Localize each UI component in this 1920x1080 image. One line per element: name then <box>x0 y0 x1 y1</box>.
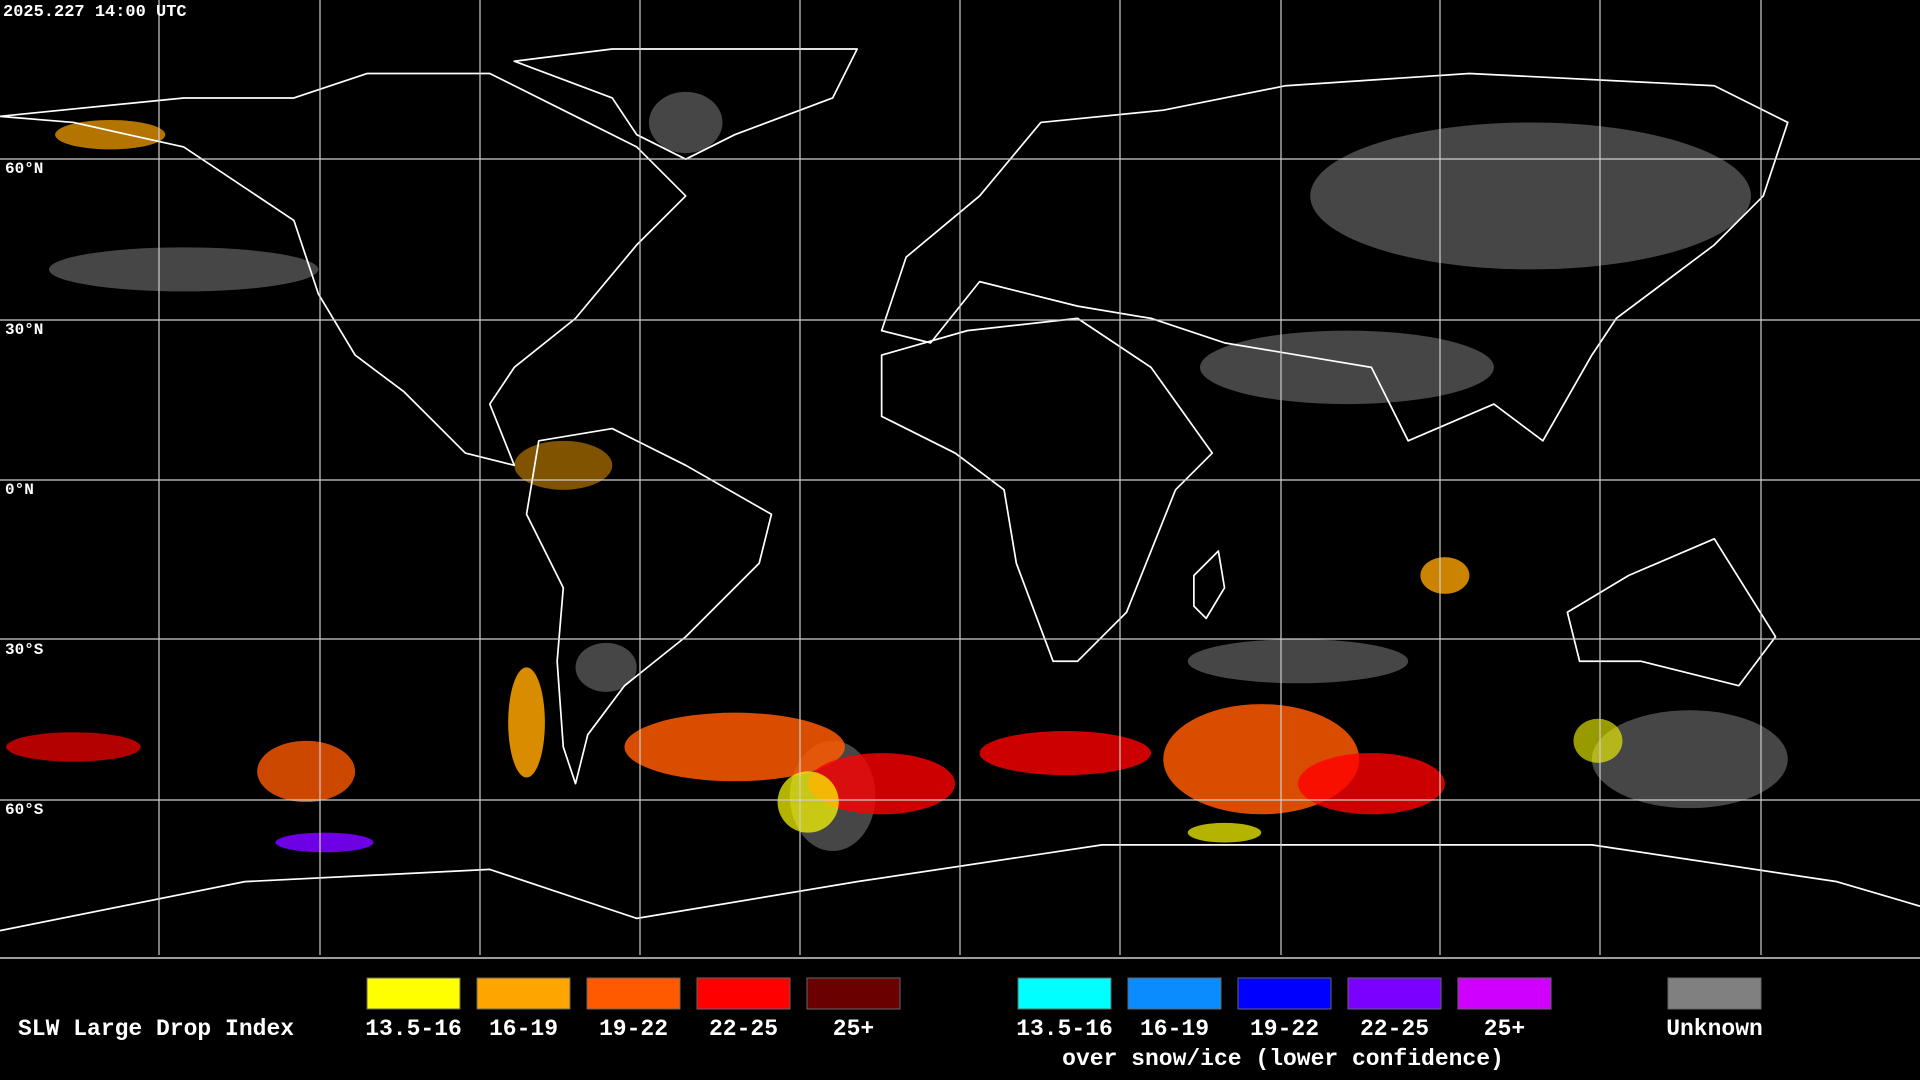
legend-swatch <box>366 977 461 1010</box>
latitude-label: 30°S <box>5 641 44 659</box>
legend-swatch <box>586 977 681 1010</box>
legend-swatch <box>1347 977 1442 1010</box>
legend-swatch <box>696 977 791 1010</box>
latitude-label: 60°S <box>5 801 44 819</box>
legend-swatch <box>1127 977 1222 1010</box>
legend-label: 22-25 <box>709 1016 778 1042</box>
latitude-label: 30°N <box>5 321 43 339</box>
legend-label: 19-22 <box>599 1016 668 1042</box>
legend-label: 25+ <box>833 1016 874 1042</box>
coastlines <box>0 48 1920 932</box>
legend-title: SLW Large Drop Index <box>18 1016 294 1042</box>
legend-swatch <box>1667 977 1762 1010</box>
legend-label: Unknown <box>1666 1016 1763 1042</box>
slw-areas <box>6 120 1623 853</box>
legend-label: 22-25 <box>1360 1016 1429 1042</box>
legend-label: 16-19 <box>1140 1016 1209 1042</box>
legend-swatch <box>476 977 571 1010</box>
latitude-label: 0°N <box>5 481 34 499</box>
legend-swatch <box>1017 977 1112 1010</box>
legend-label: 19-22 <box>1250 1016 1319 1042</box>
legend-swatch <box>1457 977 1552 1010</box>
timestamp: 2025.227 14:00 UTC <box>3 3 187 22</box>
legend-label: 13.5-16 <box>1016 1016 1113 1042</box>
legend-label: 16-19 <box>489 1016 558 1042</box>
graticule <box>0 0 1920 955</box>
legend-label: 13.5-16 <box>365 1016 462 1042</box>
legend-swatch <box>1237 977 1332 1010</box>
latitude-label: 60°N <box>5 160 43 178</box>
legend-caption: over snow/ice (lower confidence) <box>1062 1046 1504 1072</box>
legend-swatch <box>806 977 901 1010</box>
legend-label: 25+ <box>1484 1016 1525 1042</box>
